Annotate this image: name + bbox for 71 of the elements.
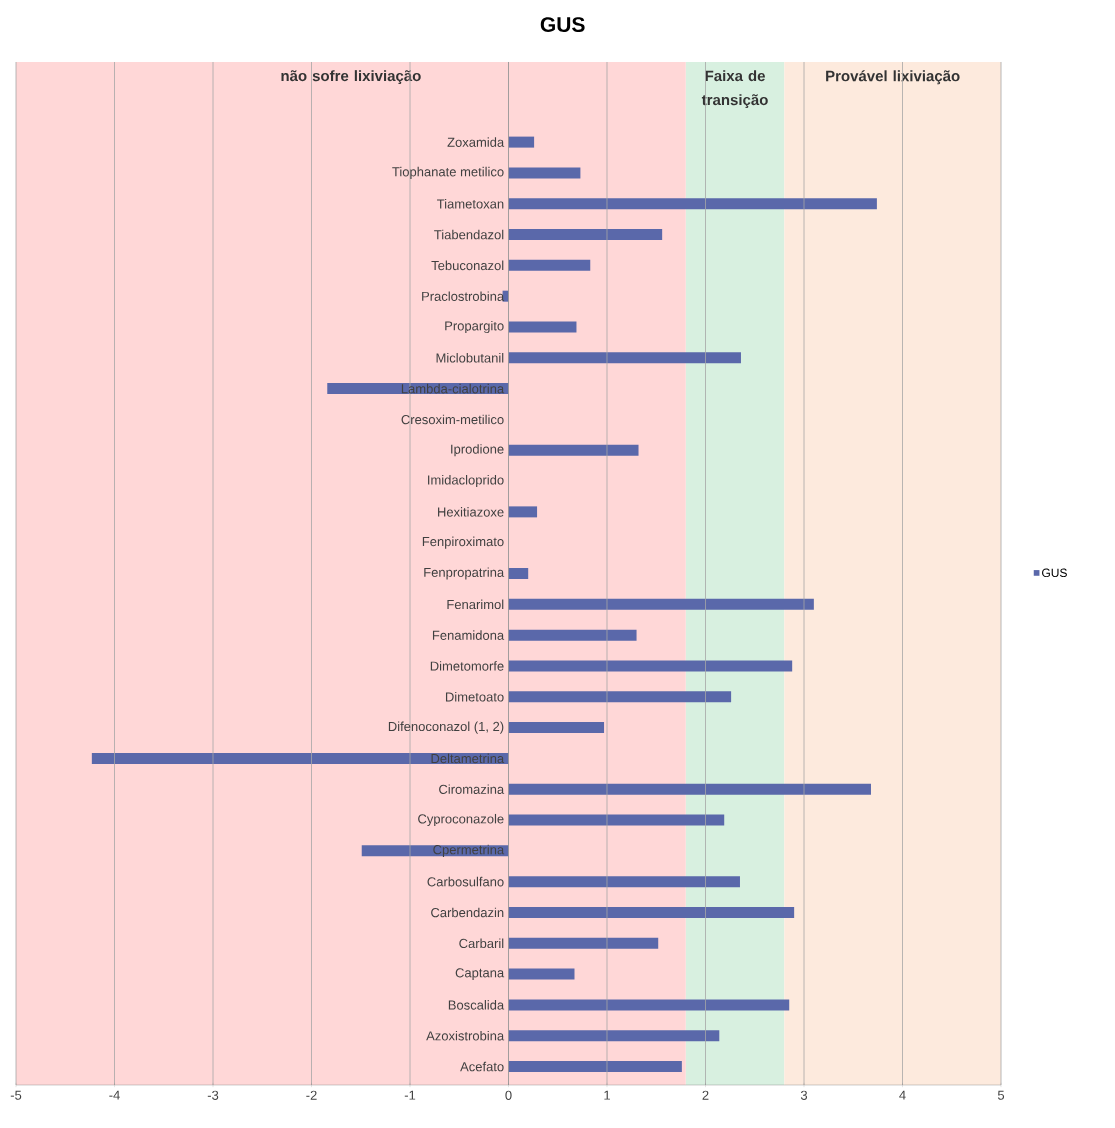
- x-tick-label: -5: [10, 1090, 22, 1100]
- bar: [508, 229, 663, 241]
- bar: [508, 999, 790, 1011]
- bar: [508, 198, 877, 210]
- y-tick-label: Boscalida: [448, 1000, 505, 1010]
- y-tick-label: Azoxistrobina: [426, 1030, 505, 1041]
- y-tick-label: Fenpiroximato: [422, 536, 504, 549]
- x-tick-label: 5: [997, 1090, 1005, 1100]
- x-tick-label: -2: [306, 1090, 317, 1100]
- y-tick-label: Iprodione: [451, 444, 504, 457]
- y-tick-label: Acefato: [460, 1061, 504, 1072]
- x-tick-label: -4: [109, 1090, 120, 1100]
- y-tick-label: Carbosulfano: [427, 876, 504, 887]
- bar: [508, 629, 637, 641]
- y-tick-label: Tiophanate metilico: [392, 166, 504, 179]
- y-tick-label: Tiabendazol: [434, 229, 504, 240]
- y-tick-label: Miclobutanil: [436, 353, 504, 363]
- y-tick-label: Cpermetrina: [433, 844, 505, 857]
- band-label: Faixa de transição: [701, 70, 768, 109]
- y-tick-label: Fenamidona: [432, 630, 505, 640]
- bar: [508, 136, 535, 148]
- bar: [508, 783, 871, 795]
- bar: [508, 691, 732, 703]
- bar: [508, 167, 581, 179]
- y-tick-label: Dimetomorfe: [430, 661, 504, 671]
- band-label: Provável lixiviação: [826, 70, 960, 85]
- bar: [508, 568, 529, 579]
- bar: [508, 937, 659, 949]
- y-tick-label: Carbaril: [459, 938, 504, 949]
- legend-label: GUS: [1042, 568, 1067, 578]
- y-tick-label: Difenoconazol (1, 2): [388, 721, 504, 734]
- y-tick-label: Captana: [455, 968, 505, 980]
- y-tick-label: Tebuconazol: [431, 260, 504, 271]
- bar: [508, 660, 793, 672]
- band-label: não sofre lixiviação: [281, 70, 421, 85]
- x-tick-label: 0: [505, 1090, 512, 1100]
- bar: [508, 906, 795, 918]
- y-tick-label: Cresoxim-metilico: [401, 414, 504, 425]
- bar: [508, 321, 577, 333]
- bar: [508, 352, 741, 364]
- y-tick-label: Fenarimol: [447, 599, 504, 610]
- bar: [508, 1030, 720, 1042]
- bar: [508, 598, 814, 610]
- bar: [508, 876, 740, 888]
- y-tick-label: Ciromazina: [439, 784, 505, 794]
- bar: [508, 968, 575, 980]
- bar: [508, 814, 725, 826]
- x-tick-label: 3: [800, 1090, 808, 1100]
- chart-title: GUS: [540, 17, 585, 32]
- bar: [508, 1061, 682, 1073]
- y-tick-label: Dimetoato: [445, 691, 504, 702]
- y-tick-label: Propargito: [445, 320, 504, 334]
- y-tick-label: Tiametoxan: [437, 198, 504, 209]
- bar: [508, 259, 591, 271]
- y-tick-label: Lambda-cialotrina: [401, 383, 505, 394]
- y-tick-label: Deltametrina: [431, 753, 505, 764]
- bar: [508, 506, 538, 518]
- y-tick-label: Zoxamida: [447, 137, 505, 147]
- y-tick-label: Hexitiazoxe: [438, 507, 504, 517]
- bar: [508, 722, 605, 734]
- y-tick-label: Carbendazin: [431, 907, 504, 918]
- x-tick-label: 1: [604, 1090, 610, 1100]
- y-tick-label: Fenpropatrina: [424, 567, 505, 580]
- y-tick-label: Imidacloprido: [428, 475, 504, 488]
- x-tick-label: 4: [899, 1090, 906, 1100]
- x-tick-label: -1: [404, 1090, 416, 1100]
- bar: [91, 752, 509, 764]
- y-tick-label: Cyproconazole: [418, 813, 504, 827]
- x-tick-label: 2: [702, 1090, 709, 1100]
- bar: [508, 444, 639, 456]
- x-tick-label: -3: [207, 1090, 219, 1100]
